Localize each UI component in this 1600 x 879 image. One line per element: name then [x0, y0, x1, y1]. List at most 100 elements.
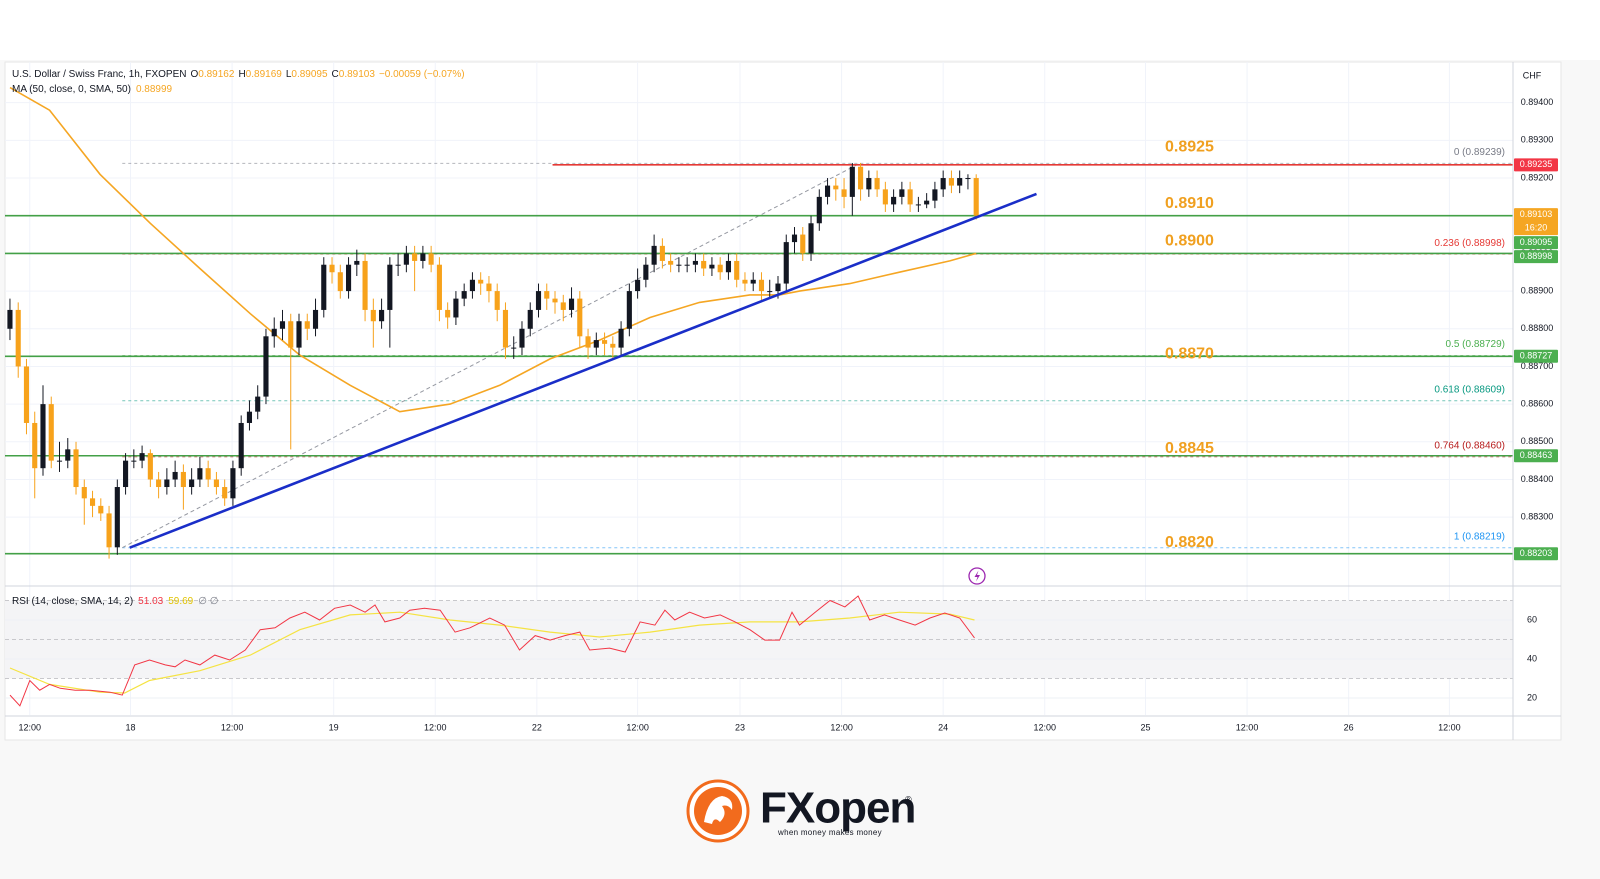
ohlc-value: 0.89169	[246, 69, 283, 80]
candle-body	[841, 189, 847, 197]
rsi-sma-line	[9, 611, 975, 694]
candle-body	[156, 479, 162, 488]
rsi-label: RSI (14, close, SMA, 14, 2)	[12, 596, 133, 607]
candle-body	[577, 298, 583, 337]
candle-body	[7, 309, 13, 329]
y-tick-label: 0.88900	[1521, 285, 1554, 295]
grid-layer	[5, 62, 1513, 715]
ohlc-value: 0.89095	[291, 69, 328, 80]
alert-circle	[968, 567, 986, 585]
ma-header: MA (50, close, 0, SMA, 50) 0.88999	[12, 84, 173, 95]
candle-body	[197, 468, 203, 480]
y-tick-label: 0.88600	[1521, 399, 1554, 409]
candle-body	[849, 166, 855, 197]
candle-body	[48, 404, 54, 461]
candle-body	[81, 487, 87, 499]
candle-body	[643, 264, 649, 280]
candle-body	[659, 245, 665, 261]
candle-body	[436, 264, 442, 310]
candle-body	[668, 260, 674, 265]
axis-layer: CHF 12:00 18 12:00 19 12:00 22 12:00 23 12:00 24 1…	[5, 62, 1561, 740]
candle-body	[692, 260, 698, 265]
candle-body	[164, 479, 170, 488]
candle-body	[808, 223, 814, 254]
candle-body	[511, 347, 517, 349]
level-label: 0.8820	[1165, 534, 1214, 551]
candle-body	[304, 321, 310, 329]
price-tag	[1514, 208, 1558, 236]
ma-line	[9, 86, 977, 413]
rsi-line	[9, 595, 975, 707]
candle-body	[585, 336, 591, 348]
rsi-tick-label: 20	[1527, 692, 1537, 702]
y-tick-label: 0.88700	[1521, 361, 1554, 371]
candle-body	[230, 468, 236, 499]
candle-body	[568, 298, 575, 310]
top-band	[0, 0, 1600, 60]
candle-body	[816, 196, 822, 224]
price-tag	[1514, 349, 1558, 363]
candle-body	[651, 245, 657, 265]
x-tick-label: 12:00	[221, 722, 244, 732]
price-tag-label: 0.88998	[1520, 251, 1553, 261]
candle-body	[395, 264, 401, 266]
x-tick-label: 19	[329, 722, 339, 732]
candle-body	[635, 279, 641, 292]
y-tick-label: 0.88400	[1521, 474, 1554, 484]
candle-body	[337, 272, 343, 292]
fib-level-label: 0.618 (0.88609)	[1434, 384, 1505, 395]
x-tick-label: 12:00	[1438, 722, 1461, 732]
x-tick-label: 12:00	[1236, 722, 1259, 732]
candle-body	[15, 309, 21, 367]
candle-body	[222, 487, 228, 499]
candle-body	[238, 422, 244, 469]
price-tag-label: 0.88727	[1520, 351, 1553, 361]
x-tick-label: 25	[1140, 722, 1150, 732]
x-tick-label: 22	[532, 722, 542, 732]
logo-name: FXopen	[760, 784, 915, 833]
fib-level-label: 0.5 (0.88729)	[1446, 339, 1506, 350]
candle-body	[948, 178, 954, 186]
candle-body	[461, 291, 467, 299]
candle-body	[833, 185, 839, 190]
candle-body	[767, 291, 773, 293]
ohlc-key: L	[286, 69, 292, 80]
candle-body	[56, 460, 63, 462]
candle-body	[296, 321, 302, 348]
candle-body	[775, 283, 781, 292]
candle-body	[552, 298, 558, 303]
candle-body	[279, 321, 286, 329]
candle-body	[758, 279, 765, 292]
logo-bull	[704, 796, 733, 824]
logo-mark: ®	[905, 794, 912, 804]
y-tick-label: 0.88300	[1521, 512, 1554, 522]
candle-body	[123, 460, 129, 488]
y-tick-label: 0.88800	[1521, 323, 1554, 333]
candle-body	[106, 513, 112, 548]
candle-body	[32, 422, 38, 469]
ma-label: MA (50, close, 0, SMA, 50)	[12, 84, 131, 95]
candle-body	[907, 189, 913, 205]
candle-body	[544, 291, 550, 299]
candle-body	[370, 309, 376, 322]
candle-body	[486, 283, 492, 292]
candle-body	[560, 302, 566, 310]
fib-level-label: 0.764 (0.88460)	[1434, 441, 1505, 452]
candle-body	[412, 253, 418, 261]
rsi-value: 51.03	[138, 596, 163, 607]
candle-body	[684, 264, 690, 266]
candle-body	[800, 234, 806, 254]
x-tick-label: 12:00	[830, 722, 853, 732]
ohlc-key: C	[332, 69, 339, 80]
currency-label: CHF	[1523, 70, 1542, 80]
rsi-tick-label: 60	[1527, 614, 1537, 624]
level-label: 0.8925	[1165, 138, 1214, 155]
ohlc-value: 0.89162	[198, 69, 235, 80]
plot-layer	[5, 86, 1513, 707]
price-tag-label: 0.88463	[1520, 450, 1553, 460]
level-label: 0.8870	[1165, 346, 1214, 363]
symbol-header: U.S. Dollar / Swiss Franc, 1h, FXOPEN O0.…	[12, 69, 465, 80]
candle-body	[445, 309, 451, 318]
ma-value: 0.88999	[136, 84, 173, 95]
logo: FXopen ® when money makes money	[686, 779, 916, 843]
